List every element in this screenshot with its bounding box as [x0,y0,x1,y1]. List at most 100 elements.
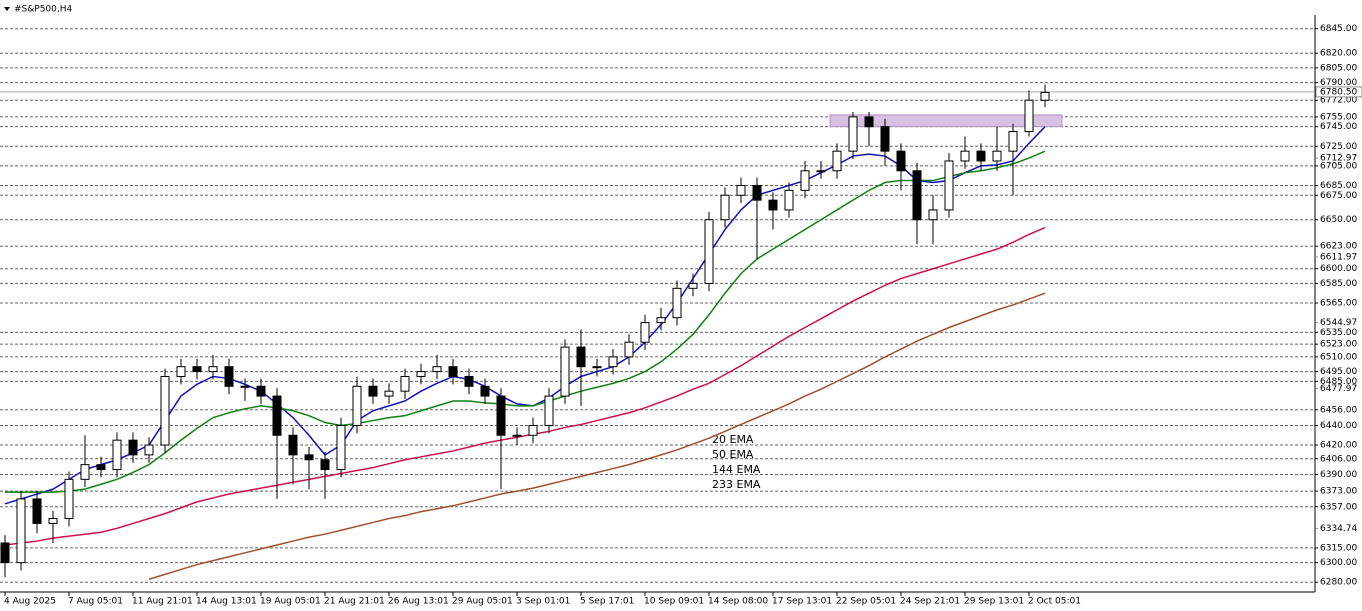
y-tick-label: 6373.00 [1320,487,1357,497]
y-tick-label: 6745.00 [1320,122,1357,132]
y-tick-label: 6440.00 [1320,421,1357,431]
candle-body [560,346,570,397]
x-tick-label: 29 Sep 13:01 [964,597,1024,607]
x-tick-label: 22 Sep 05:01 [836,597,896,607]
x-tick-label: 5 Sep 17:01 [580,597,634,607]
y-tick-label: 6675.00 [1320,191,1357,201]
x-tick-label: 19 Aug 05:01 [260,597,321,607]
candle-body [960,150,970,162]
y-tick-label: 6300.00 [1320,558,1357,568]
y-tick-label: 6280.00 [1320,578,1357,588]
legend-entry: 50 EMA [712,448,754,461]
candle-body [592,366,602,369]
y-tick-label: 6820.00 [1320,49,1357,59]
legend-entry: 20 EMA [712,433,754,446]
y-tick-label: 6623.00 [1320,242,1357,252]
candle-body [608,356,618,368]
x-tick-label: 11 Aug 21:01 [132,597,193,607]
candle-body [752,184,762,201]
y-tick-label: 6565.00 [1320,299,1357,309]
candle-body [528,424,538,436]
y-tick-label: 6845.00 [1320,24,1357,34]
y-tick-label: 6755.00 [1320,112,1357,122]
level-label: 6334.74 [1320,524,1357,534]
candle-body [480,385,490,397]
y-tick-label: 6805.00 [1320,63,1357,73]
candle-body [352,385,362,426]
ema-line [5,150,1046,493]
candle-body [544,395,554,426]
candle-body [192,366,202,373]
chart-title: #S&P500,H4 [14,5,73,15]
y-tick-label: 6390.00 [1320,470,1357,480]
candle-body [864,116,874,128]
level-label: 6712.97 [1320,154,1357,164]
candle-body [1008,131,1018,152]
x-tick-label: 4 Aug 2025 [4,597,56,607]
ema-line [4,226,1046,546]
legend-entry: 144 EMA [712,463,761,476]
candle-body [768,199,778,211]
current-price-box [1315,86,1362,98]
candle-body [848,116,858,152]
candle-body [640,322,650,343]
candle-body [256,385,266,397]
x-tick-label: 7 Aug 05:01 [68,597,123,607]
candle-body [800,170,810,191]
candle-body [176,366,186,377]
candle-body [496,395,506,436]
candle-body [976,150,986,162]
y-tick-label: 6357.00 [1320,502,1357,512]
ema-line [148,292,1046,580]
candle-body [368,385,378,397]
candle-body [208,366,218,373]
candle-body [32,498,42,524]
candle-body [672,287,682,319]
candle-body [384,390,394,397]
x-tick-label: 17 Sep 13:01 [772,597,832,607]
y-tick-label: 6535.00 [1320,328,1357,338]
candle-body [736,184,746,196]
candle-body [400,375,410,392]
candle-body [928,209,938,221]
candle-body [64,478,74,520]
y-tick-label: 6495.00 [1320,367,1357,377]
candle-body [784,189,794,211]
x-tick-label: 21 Aug 21:01 [324,597,385,607]
candle-body [0,542,10,564]
y-tick-label: 6406.00 [1320,454,1357,464]
y-tick-label: 6650.00 [1320,215,1357,225]
candle-body [688,282,698,289]
candle-body [656,317,666,324]
candle-body [272,395,282,436]
candle-body [224,366,234,387]
candle-body [704,219,714,284]
level-label: 6611.97 [1320,252,1357,262]
candle-body [576,346,586,368]
y-tick-label: 6772.00 [1320,96,1357,106]
candle-body [112,439,122,471]
candle-body [96,464,106,471]
x-tick-label: 2 Oct 05:01 [1028,597,1081,607]
menu-triangle[interactable] [4,7,10,11]
x-tick-label: 29 Aug 05:01 [452,597,513,607]
x-tick-label: 10 Sep 09:01 [644,597,704,607]
y-tick-label: 6315.00 [1320,543,1357,553]
candle-body [624,341,634,358]
x-tick-label: 24 Sep 21:01 [900,597,960,607]
x-tick-label: 26 Aug 13:01 [388,597,449,607]
y-tick-label: 6456.00 [1320,405,1357,415]
candle-body [912,170,922,221]
candle-body [128,439,138,456]
candle-body [832,150,842,172]
candle-body [336,424,346,471]
candle-body [416,371,426,377]
candle-body [48,518,58,524]
y-tick-label: 6485.00 [1320,377,1357,387]
candle-body [320,459,330,471]
candle-body [1024,99,1034,133]
candle-body [448,366,458,377]
y-tick-label: 6790.00 [1320,78,1357,88]
candle-body [816,170,826,173]
ema-line [4,126,1046,505]
